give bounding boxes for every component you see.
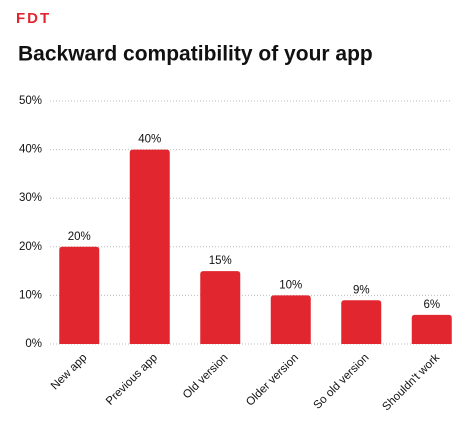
x-tick-label: Previous app: [104, 352, 160, 408]
y-tick-label: 50%: [19, 95, 42, 107]
y-tick-label: 10%: [19, 289, 42, 301]
chart-title: Backward compatibility of your app: [18, 43, 373, 66]
bar: [270, 295, 311, 344]
bar: [200, 271, 241, 344]
logo: FDT: [16, 10, 51, 27]
value-label: 9%: [353, 284, 370, 296]
value-label: 6%: [423, 299, 440, 311]
x-tick-label: New app: [49, 352, 90, 393]
y-tick-label: 20%: [19, 241, 42, 253]
y-tick-label: 0%: [25, 338, 42, 350]
bar: [129, 149, 170, 344]
x-tick-label: So old version: [311, 352, 371, 412]
x-tick-label: Old version: [181, 352, 231, 402]
y-tick-label: 30%: [19, 192, 42, 204]
y-tick-label: 40%: [19, 144, 42, 156]
value-label: 15%: [209, 255, 232, 267]
x-tick-label: Shouldn't work: [380, 352, 442, 414]
bar: [341, 300, 382, 344]
value-label: 10%: [279, 279, 302, 291]
bar: [411, 314, 452, 344]
x-tick-label: Older version: [244, 352, 301, 409]
value-label: 20%: [68, 231, 91, 243]
bar: [59, 246, 100, 344]
value-label: 40%: [138, 134, 161, 146]
